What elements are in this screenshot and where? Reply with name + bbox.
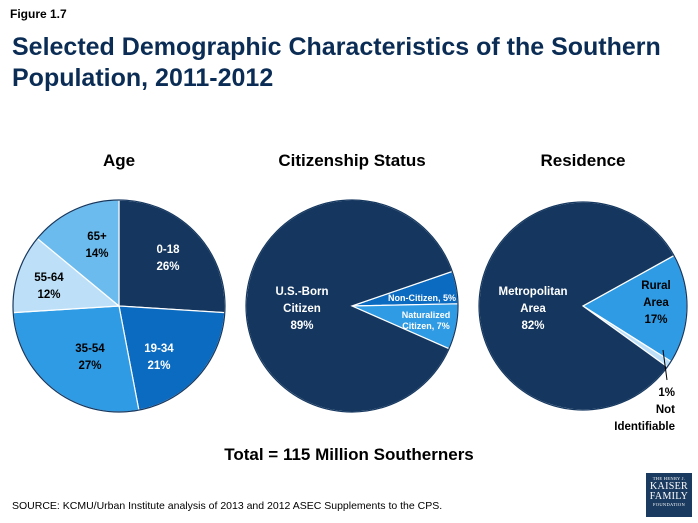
slice-label-citizenship-status-non-citizen-5: Non-Citizen, 5%: [388, 293, 456, 303]
pie-chart-age: Age 0-18 26% 19-34 21% 35-54 27% 55-64 12% 65+ 14%: [12, 151, 226, 413]
pie-title-residence: Residence: [540, 151, 625, 170]
logo-line-3: FAMILY: [649, 491, 689, 502]
pie-outline-age: [12, 199, 226, 413]
figure-label: Figure 1.7: [10, 7, 67, 21]
logo-line-4: FOUNDATION: [653, 502, 685, 507]
chart-title: Selected Demographic Characteristics of …: [12, 33, 661, 92]
pie-chart-residence: Residence Rural Area 17% 1% Not Identifiable Me…: [478, 151, 688, 433]
slice-label-residence-not-identifiable: 1% Not Identifiable: [614, 387, 675, 433]
slice-label-residence-metropolitan-area: Metropolitan Area 82%: [499, 286, 568, 332]
pie-title-citizenship-status: Citizenship Status: [278, 151, 425, 170]
pie-charts-area: Age 0-18 26% 19-34 21% 35-54 27% 55-64 12% 65+ 14%…: [0, 140, 698, 440]
kff-logo: THE HENRY J. KAISER FAMILY FOUNDATION: [646, 473, 692, 517]
pie-charts-svg: Age 0-18 26% 19-34 21% 35-54 27% 55-64 12% 65+ 14%…: [12, 151, 688, 433]
pie-slice-age-0-18: [118, 199, 226, 314]
pie-outline-residence: [478, 201, 688, 411]
slice-label-residence-rural-area: Rural Area 17%: [641, 280, 670, 326]
slice-label-citizenship-status-naturalized-citizen-7: Naturalized Citizen, 7%: [402, 310, 451, 331]
pie-slice-age-35-54: [12, 305, 140, 413]
total-label: Total = 115 Million Southerners: [224, 445, 474, 464]
logo-line-2: KAISER: [650, 481, 688, 492]
pie-outline-citizenship-status: [245, 199, 459, 413]
slice-label-age-0-18: 0-18 26%: [156, 244, 180, 273]
pie-title-age: Age: [103, 151, 135, 170]
slice-label-age-19-34: 19-34 21%: [144, 343, 174, 372]
slice-label-age-55-64: 55-64 12%: [34, 272, 64, 301]
leader-line-not-identifiable: [662, 349, 668, 381]
logo-line-1: THE HENRY J.: [652, 476, 686, 481]
pie-chart-citizenship-status: Citizenship Status Non-Citizen, 5% Natural…: [245, 151, 459, 413]
source-note: SOURCE: KCMU/Urban Institute analysis of…: [12, 500, 443, 512]
slice-label-citizenship-status-u-s-born-citizen: U.S.-Born Citizen 89%: [275, 286, 328, 332]
slice-label-age-65: 65+ 14%: [85, 231, 108, 260]
slice-label-age-35-54: 35-54 27%: [75, 343, 105, 372]
